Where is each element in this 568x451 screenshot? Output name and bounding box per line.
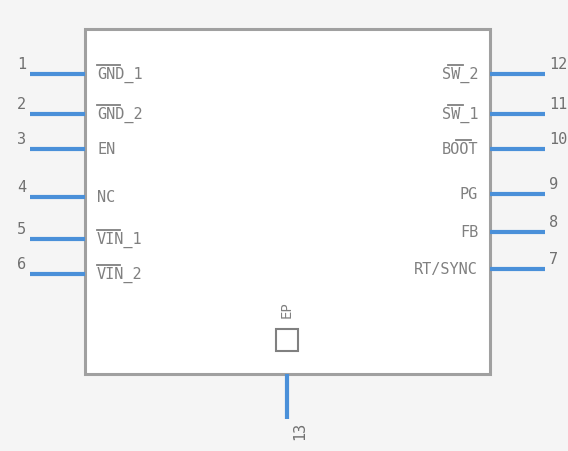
Text: VIN_2: VIN_2: [97, 266, 143, 282]
Text: NC: NC: [97, 190, 115, 205]
Text: VIN_1: VIN_1: [97, 231, 143, 248]
Text: BOOT: BOOT: [441, 142, 478, 157]
Text: 3: 3: [17, 132, 26, 147]
Text: RT/SYNC: RT/SYNC: [414, 262, 478, 277]
Bar: [276, 329, 298, 351]
Text: PG: PG: [460, 187, 478, 202]
Text: 8: 8: [549, 215, 558, 230]
Text: 5: 5: [17, 221, 26, 236]
Text: 12: 12: [549, 57, 567, 72]
Text: 9: 9: [549, 177, 558, 192]
Text: GND_1: GND_1: [97, 67, 143, 83]
Text: 10: 10: [549, 132, 567, 147]
Text: 6: 6: [17, 257, 26, 272]
Text: 7: 7: [549, 252, 558, 267]
Text: FB: FB: [460, 225, 478, 240]
Text: SW_1: SW_1: [441, 107, 478, 123]
Text: EP: EP: [280, 300, 294, 318]
Bar: [85, 30, 490, 374]
Text: 1: 1: [17, 57, 26, 72]
Text: 13: 13: [292, 421, 307, 439]
Text: GND_2: GND_2: [97, 107, 143, 123]
Text: 4: 4: [17, 179, 26, 194]
Text: 11: 11: [549, 97, 567, 112]
Text: EN: EN: [97, 142, 115, 157]
Text: SW_2: SW_2: [441, 67, 478, 83]
Text: 2: 2: [17, 97, 26, 112]
